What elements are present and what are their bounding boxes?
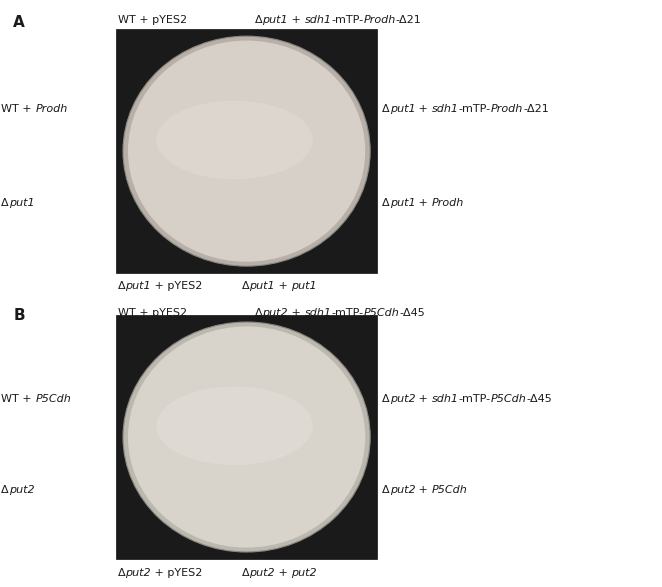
- Text: sdh1: sdh1: [305, 15, 332, 25]
- Text: WT +: WT +: [1, 103, 36, 114]
- Text: Δ: Δ: [382, 103, 390, 114]
- Text: Prodh: Prodh: [491, 103, 523, 114]
- Text: Δ: Δ: [382, 485, 390, 495]
- Text: P5Cdh: P5Cdh: [491, 394, 526, 404]
- Bar: [116, 29, 377, 273]
- Text: Δ: Δ: [255, 308, 263, 318]
- Text: P5Cdh: P5Cdh: [432, 485, 467, 495]
- Text: put2: put2: [390, 485, 415, 495]
- Text: +: +: [415, 394, 432, 404]
- Text: put1: put1: [390, 103, 415, 114]
- Text: -Δ45: -Δ45: [526, 394, 552, 404]
- Text: +: +: [288, 15, 305, 25]
- Text: Δ: Δ: [382, 197, 390, 208]
- Text: +: +: [288, 308, 305, 318]
- Text: +: +: [275, 281, 291, 291]
- Text: put2: put2: [126, 568, 151, 578]
- Text: Δ: Δ: [255, 15, 263, 25]
- Ellipse shape: [123, 36, 370, 266]
- Text: put1: put1: [9, 197, 34, 208]
- Text: sdh1: sdh1: [432, 394, 459, 404]
- Text: put2: put2: [390, 394, 415, 404]
- Text: + pYES2: + pYES2: [151, 281, 203, 291]
- Text: put1: put1: [390, 197, 415, 208]
- Text: put1: put1: [250, 281, 275, 291]
- Bar: [116, 315, 377, 559]
- Text: -Δ21: -Δ21: [396, 15, 422, 25]
- Text: Δ: Δ: [1, 485, 9, 495]
- Text: Prodh: Prodh: [363, 15, 396, 25]
- Text: put1: put1: [263, 15, 288, 25]
- Text: +: +: [275, 568, 291, 578]
- Text: -mTP-: -mTP-: [459, 394, 491, 404]
- Text: WT + pYES2: WT + pYES2: [118, 15, 187, 25]
- Text: WT + pYES2: WT + pYES2: [118, 308, 187, 318]
- Ellipse shape: [123, 322, 370, 552]
- Text: +: +: [415, 197, 432, 208]
- Text: put1: put1: [126, 281, 151, 291]
- Ellipse shape: [156, 387, 312, 465]
- Text: -Δ45: -Δ45: [399, 308, 425, 318]
- Text: -mTP-: -mTP-: [459, 103, 491, 114]
- Text: sdh1: sdh1: [305, 308, 332, 318]
- Text: put2: put2: [9, 485, 34, 495]
- Text: -mTP-: -mTP-: [332, 15, 363, 25]
- Text: WT +: WT +: [1, 394, 36, 404]
- Text: Δ: Δ: [382, 394, 390, 404]
- Text: -mTP-: -mTP-: [332, 308, 363, 318]
- Text: put1: put1: [291, 281, 317, 291]
- Text: Δ: Δ: [242, 568, 250, 578]
- Text: put2: put2: [263, 308, 288, 318]
- Text: put2: put2: [250, 568, 275, 578]
- Text: B: B: [13, 308, 25, 323]
- Text: Prodh: Prodh: [36, 103, 68, 114]
- Text: Δ: Δ: [242, 281, 250, 291]
- Text: sdh1: sdh1: [432, 103, 459, 114]
- Text: Δ: Δ: [118, 568, 126, 578]
- Text: A: A: [13, 15, 25, 30]
- Text: Δ: Δ: [1, 197, 9, 208]
- Ellipse shape: [156, 101, 312, 179]
- Text: -Δ21: -Δ21: [523, 103, 549, 114]
- Text: + pYES2: + pYES2: [151, 568, 203, 578]
- Text: P5Cdh: P5Cdh: [363, 308, 399, 318]
- Text: +: +: [415, 103, 432, 114]
- Text: Prodh: Prodh: [432, 197, 464, 208]
- Text: +: +: [415, 485, 432, 495]
- Text: P5Cdh: P5Cdh: [36, 394, 71, 404]
- Ellipse shape: [128, 41, 365, 262]
- Text: Δ: Δ: [118, 281, 126, 291]
- Text: put2: put2: [291, 568, 317, 578]
- Ellipse shape: [128, 326, 365, 548]
